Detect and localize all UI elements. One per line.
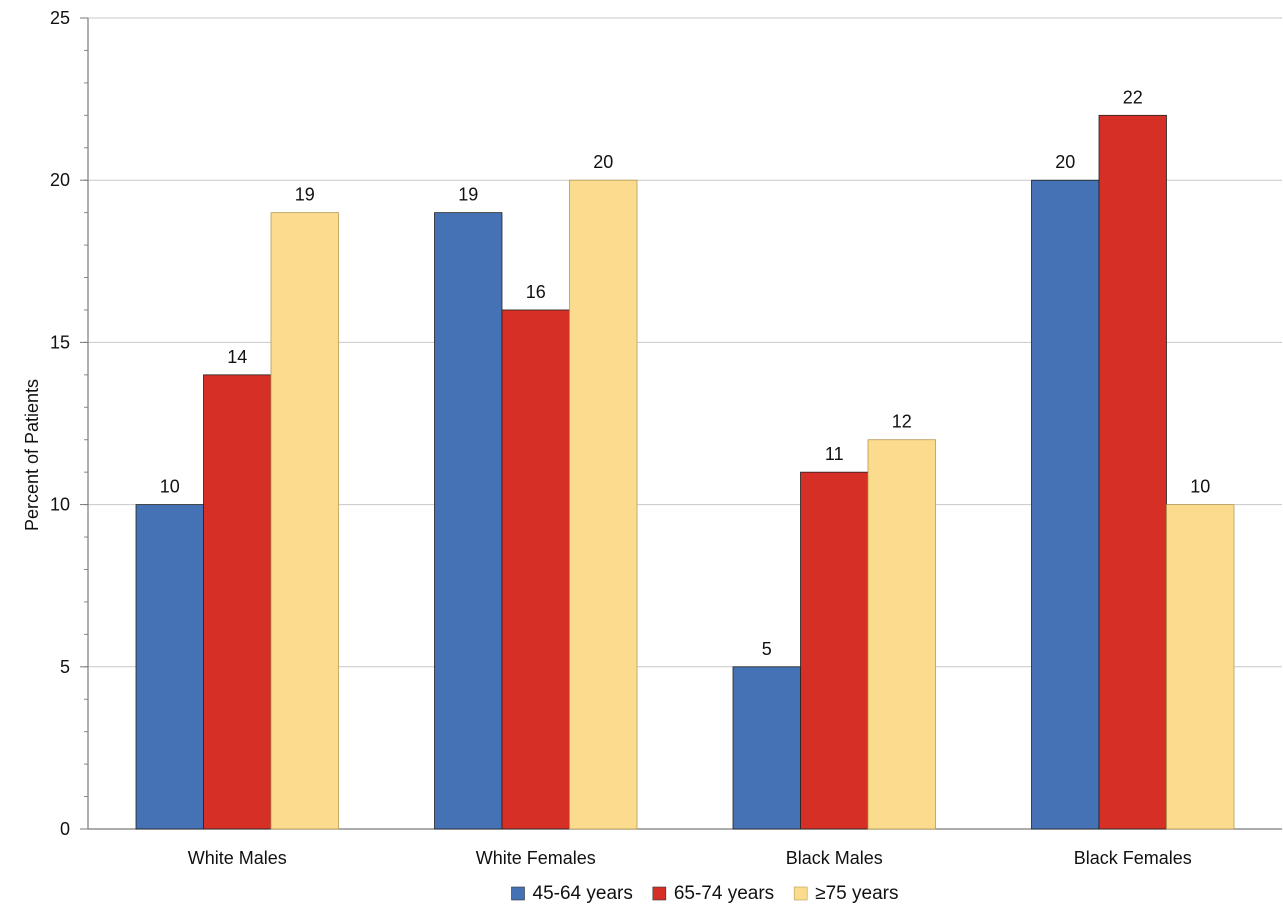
data-label: 10: [160, 477, 180, 497]
legend-swatch: [652, 886, 667, 901]
legend-item: 65-74 years: [652, 883, 774, 904]
data-labels: 10 14 19 19 16 20 5 11 12 20 22 10: [160, 87, 1211, 658]
legend-item: ≥75 years: [793, 883, 899, 904]
bar: [732, 666, 801, 830]
axes: 0 5 10 15 20 25 White Males White Females Black …: [50, 8, 1282, 868]
data-label: 22: [1123, 87, 1143, 107]
y-tick-label: 0: [60, 819, 70, 839]
y-tick-label: 25: [50, 8, 70, 28]
legend-item: 45-64 years: [511, 883, 633, 904]
x-category-label: Black Females: [1074, 848, 1192, 868]
legend-swatch: [511, 886, 525, 901]
y-tick-label: 20: [50, 170, 70, 190]
bar: [270, 212, 339, 830]
data-label: 5: [762, 639, 772, 659]
bars: [135, 114, 1235, 830]
data-label: 11: [825, 444, 844, 464]
bar: [1166, 504, 1235, 830]
bar: [434, 212, 503, 830]
data-label: 12: [892, 412, 912, 432]
data-label: 20: [1055, 152, 1075, 172]
x-category-label: White Males: [188, 848, 287, 868]
data-label: 14: [227, 347, 247, 367]
bar: [203, 374, 272, 830]
bar: [135, 504, 204, 830]
legend-label: ≥75 years: [815, 883, 898, 904]
bar: [867, 439, 936, 830]
bar: [800, 471, 869, 830]
data-label: 10: [1190, 477, 1210, 497]
bar: [1031, 179, 1100, 830]
data-label: 20: [593, 152, 613, 172]
data-label: 16: [526, 282, 546, 302]
legend-swatch: [793, 886, 808, 901]
y-tick-label: 5: [60, 657, 70, 677]
bar: [1098, 114, 1167, 830]
x-category-label: White Females: [476, 848, 596, 868]
legend-label: 65-74 years: [674, 883, 774, 904]
y-tick-label: 10: [50, 495, 70, 515]
y-axis-title: Percent of Patients: [22, 379, 42, 531]
data-label: 19: [295, 185, 315, 205]
bar: [501, 309, 570, 830]
y-tick-label: 15: [50, 332, 70, 352]
legend-label: 45-64 years: [533, 883, 633, 904]
legend: 45-64 years 65-74 years ≥75 years: [511, 883, 899, 904]
data-label: 19: [458, 185, 478, 205]
bar: [569, 179, 638, 830]
x-category-label: Black Males: [786, 848, 883, 868]
